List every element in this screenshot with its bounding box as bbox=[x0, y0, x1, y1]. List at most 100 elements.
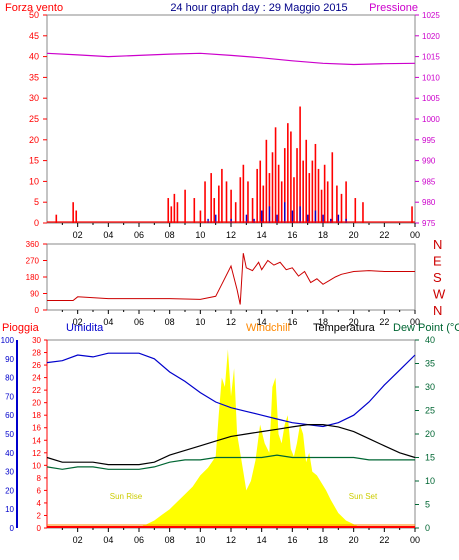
temp-tick-label: 25 bbox=[425, 406, 435, 416]
humidity-tick-label: 30 bbox=[5, 468, 14, 477]
wind-tick-label: 20 bbox=[29, 135, 39, 145]
humidity-tick-label: 90 bbox=[5, 355, 14, 364]
wind-tick-label: 10 bbox=[29, 176, 39, 186]
temperature-line bbox=[46, 424, 416, 466]
x-tick-label: 04 bbox=[103, 317, 113, 327]
x-tick-label: 20 bbox=[349, 230, 359, 240]
wind-tick-label: 45 bbox=[29, 31, 39, 41]
wind-gust-bar bbox=[225, 181, 228, 223]
pressure-tick-label: 995 bbox=[422, 136, 436, 145]
legend-dewpoint: Dew Point (°C bbox=[393, 322, 459, 334]
humidity-tick-label: 70 bbox=[5, 392, 14, 401]
wind-gust-bar bbox=[411, 206, 413, 223]
temp-tick-label: 15 bbox=[425, 453, 435, 463]
dewpoint-line bbox=[46, 454, 415, 470]
x-tick-label: 16 bbox=[287, 317, 297, 327]
direction-tick-label: 180 bbox=[26, 273, 40, 282]
wind-gust-bar bbox=[221, 168, 223, 223]
x-tick-label: 10 bbox=[195, 535, 205, 545]
pressure-tick-label: 1000 bbox=[422, 115, 440, 124]
wind-avg-bar bbox=[276, 214, 278, 223]
temp-tick-label: 20 bbox=[425, 429, 435, 439]
x-tick-label: 06 bbox=[134, 535, 144, 545]
x-tick-label: 16 bbox=[287, 535, 297, 545]
wind-gust-bar bbox=[314, 143, 317, 223]
humidity-tick-label: 60 bbox=[5, 411, 14, 420]
wind-tick-label: 25 bbox=[29, 114, 39, 124]
legend-windchill: Windchill bbox=[246, 322, 290, 334]
wind-gust-bar bbox=[265, 139, 268, 223]
wind-axis-label: Forza vento bbox=[5, 2, 63, 14]
wind-avg-bar bbox=[299, 206, 301, 223]
x-tick-label: 10 bbox=[195, 317, 205, 327]
x-tick-label: 04 bbox=[103, 230, 113, 240]
pressure-line bbox=[46, 52, 416, 66]
direction-panel-frame bbox=[46, 243, 416, 311]
x-tick-label: 22 bbox=[379, 535, 389, 545]
pressure-tick-label: 1010 bbox=[422, 73, 440, 82]
weather-chart: 0102030405060708090100024681012141618202… bbox=[1, 335, 435, 545]
wind-avg-bar bbox=[284, 202, 286, 223]
wind-gust-bar bbox=[239, 177, 242, 223]
direction-tick-label: 270 bbox=[26, 257, 40, 266]
rain-tick-label: 12 bbox=[32, 449, 41, 458]
wind-gust-bar bbox=[170, 206, 173, 223]
rain-tick-label: 30 bbox=[32, 336, 41, 345]
wind-gust-bar bbox=[204, 181, 206, 223]
wind-avg-bar bbox=[330, 218, 332, 223]
wind-gust-bar bbox=[218, 185, 220, 223]
legend-temperature: Temperatura bbox=[313, 322, 376, 334]
humidity-tick-label: 10 bbox=[5, 505, 14, 514]
wind-gust-bar bbox=[176, 202, 179, 223]
wind-gust-bar bbox=[283, 148, 286, 223]
wind-gust-bar bbox=[277, 164, 280, 223]
direction-tick-label: 0 bbox=[35, 306, 40, 315]
temp-tick-label: 0 bbox=[425, 523, 430, 533]
wind-avg-bar bbox=[207, 218, 209, 223]
x-tick-label: 14 bbox=[257, 535, 267, 545]
x-tick-label: 04 bbox=[103, 535, 113, 545]
wind-gust-bar bbox=[290, 131, 292, 223]
wind-avg-bar bbox=[291, 210, 294, 223]
temp-tick-label: 35 bbox=[425, 359, 435, 369]
wind-gust-bar bbox=[326, 181, 329, 223]
wind-avg-bar bbox=[245, 214, 248, 223]
wind-tick-label: 15 bbox=[29, 156, 39, 166]
wind-gust-bar bbox=[247, 181, 249, 223]
x-tick-label: 12 bbox=[226, 535, 236, 545]
x-tick-label: 18 bbox=[318, 535, 328, 545]
temp-tick-label: 10 bbox=[425, 476, 435, 486]
wind-gust-bar bbox=[345, 181, 347, 223]
rain-tick-label: 8 bbox=[37, 474, 42, 483]
rain-tick-label: 14 bbox=[32, 436, 41, 445]
wind-avg-bar bbox=[314, 210, 317, 223]
wind-avg-bar bbox=[261, 210, 263, 223]
pressure-tick-label: 1020 bbox=[422, 32, 440, 41]
wind-gust-bar bbox=[302, 160, 304, 223]
wind-gust-bar bbox=[305, 139, 308, 223]
wind-gust-bar bbox=[317, 168, 320, 223]
direction-tick-label: 360 bbox=[26, 240, 40, 249]
wind-gust-bar bbox=[311, 160, 314, 223]
rain-tick-label: 18 bbox=[32, 411, 41, 420]
wind-gust-bar bbox=[72, 202, 74, 223]
pressure-tick-label: 1005 bbox=[422, 94, 440, 103]
x-tick-label: 08 bbox=[165, 535, 175, 545]
wind-gust-bar bbox=[336, 185, 338, 223]
direction-tick-label: 90 bbox=[30, 290, 39, 299]
sunset-label: Sun Set bbox=[349, 492, 378, 501]
compass-label: S bbox=[433, 270, 442, 285]
pressure-axis-label: Pressione bbox=[369, 2, 418, 14]
pressure-tick-label: 1015 bbox=[422, 53, 440, 62]
rain-tick-label: 22 bbox=[32, 386, 41, 395]
rain-tick-label: 10 bbox=[32, 461, 41, 470]
x-tick-label: 00 bbox=[410, 317, 420, 327]
wind-gust-bar bbox=[299, 106, 301, 223]
wind-gust-bar bbox=[271, 152, 274, 223]
wind-avg-bar bbox=[253, 218, 255, 223]
temp-tick-label: 40 bbox=[425, 335, 435, 345]
wind-avg-bar bbox=[307, 214, 309, 223]
x-tick-label: 14 bbox=[257, 230, 267, 240]
